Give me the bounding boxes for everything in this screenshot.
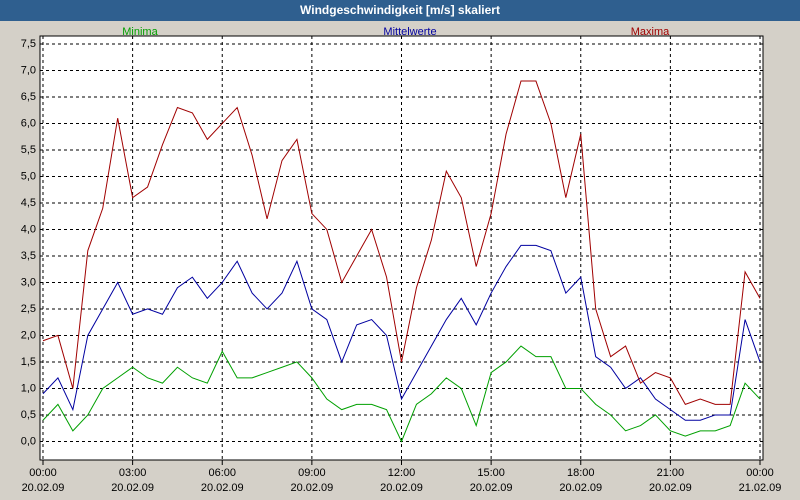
- y-tick-label: 5,5: [21, 144, 36, 156]
- x-tick-label: 09:00: [298, 467, 326, 479]
- y-tick-label: 4,5: [21, 197, 36, 209]
- y-tick-label: 0,0: [21, 435, 36, 447]
- x-tick-sublabel: 20.02.09: [111, 482, 154, 494]
- y-tick-label: 3,5: [21, 250, 36, 262]
- series-line: [42, 345, 761, 443]
- y-tick-label: 1,0: [21, 382, 36, 394]
- x-tick-label: 03:00: [119, 467, 147, 479]
- chart-title: Windgeschwindigkeit [m/s] skaliert: [300, 3, 500, 17]
- legend-label: Maxima: [631, 26, 670, 38]
- y-tick-label: 2,5: [21, 303, 36, 315]
- y-tick-label: 6,5: [21, 91, 36, 103]
- y-tick-label: 3,0: [21, 276, 36, 288]
- x-tick-sublabel: 20.02.09: [559, 482, 602, 494]
- y-tick-label: 1,5: [21, 356, 36, 368]
- y-tick-label: 6,0: [21, 117, 36, 129]
- y-tick-label: 4,0: [21, 223, 36, 235]
- y-tick-label: 7,0: [21, 64, 36, 76]
- y-tick-label: 5,0: [21, 170, 36, 182]
- x-tick-label: 15:00: [477, 467, 505, 479]
- y-tick-label: 7,5: [21, 38, 36, 50]
- x-tick-sublabel: 20.02.09: [470, 482, 513, 494]
- x-tick-sublabel: 20.02.09: [290, 482, 333, 494]
- x-tick-label: 12:00: [388, 467, 416, 479]
- title-bar: [0, 0, 800, 21]
- x-tick-sublabel: 21.02.09: [739, 482, 782, 494]
- y-tick-label: 2,0: [21, 329, 36, 341]
- x-tick-label: 00:00: [746, 467, 774, 479]
- x-tick-label: 06:00: [208, 467, 236, 479]
- x-tick-sublabel: 20.02.09: [22, 482, 65, 494]
- y-tick-label: 0,5: [21, 409, 36, 421]
- legend-label: Mittelwerte: [383, 26, 436, 38]
- series-line: [42, 244, 761, 421]
- x-tick-sublabel: 20.02.09: [380, 482, 423, 494]
- x-tick-sublabel: 20.02.09: [649, 482, 692, 494]
- series-line: [42, 80, 761, 405]
- x-tick-label: 21:00: [657, 467, 685, 479]
- x-tick-sublabel: 20.02.09: [201, 482, 244, 494]
- x-tick-label: 00:00: [29, 467, 57, 479]
- legend-label: Minima: [122, 26, 158, 38]
- x-tick-label: 18:00: [567, 467, 595, 479]
